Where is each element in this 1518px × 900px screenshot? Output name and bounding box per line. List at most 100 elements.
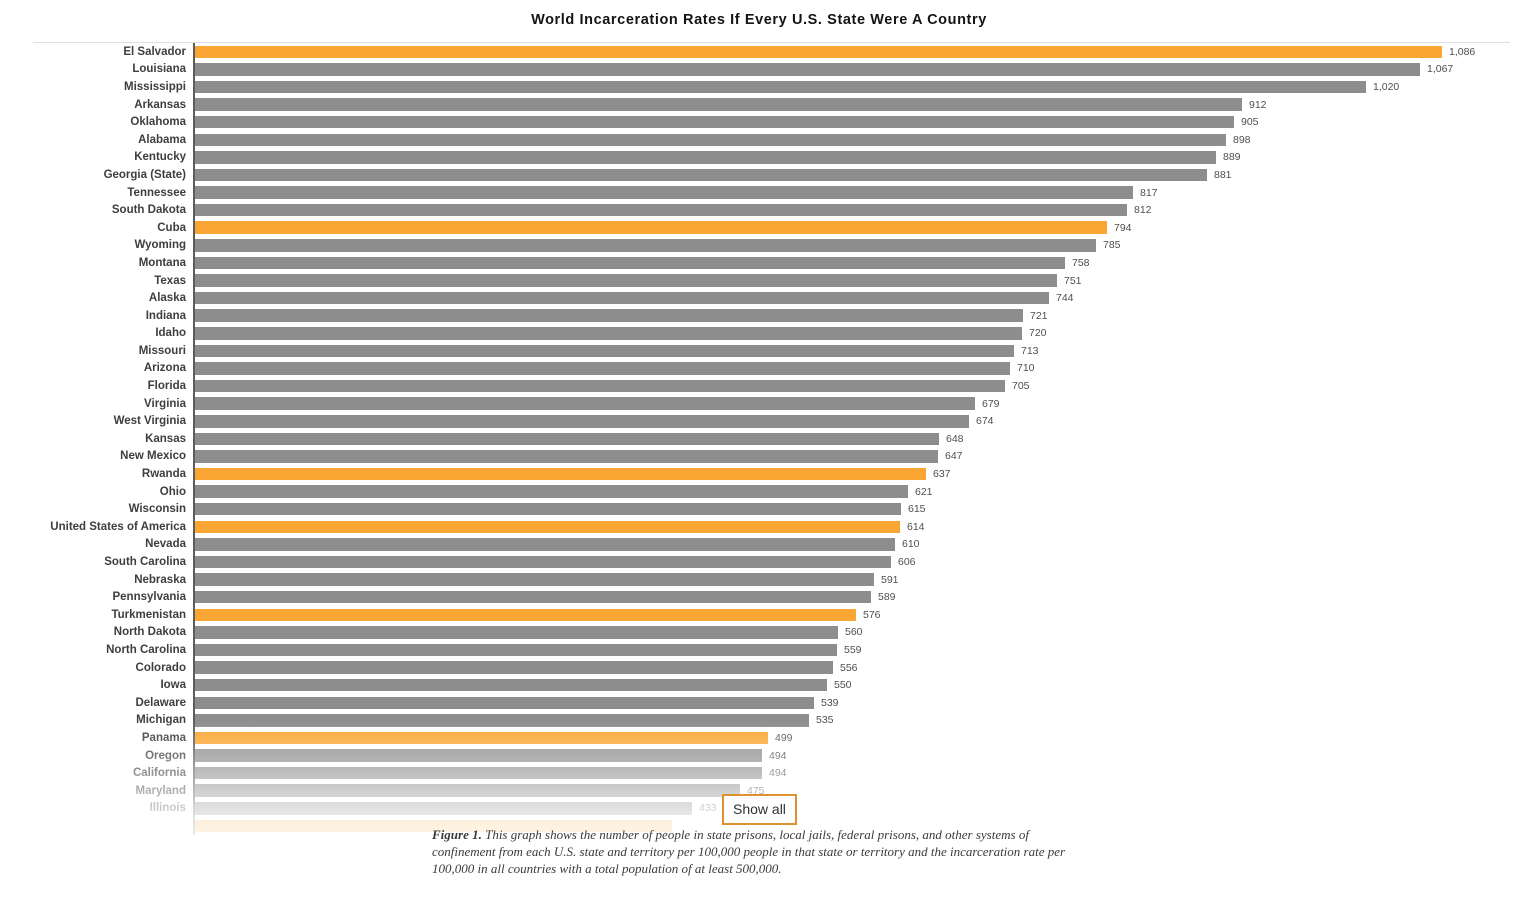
bar-row: Georgia (State) 881 [33,166,1510,184]
bar[interactable] [195,467,926,481]
bar[interactable] [195,63,1420,76]
bar[interactable] [195,98,1242,111]
bar-value-label: 647 [945,450,963,463]
bar[interactable] [195,555,891,569]
bar-row: Ohio 621 [33,483,1510,501]
bar[interactable] [195,327,1022,340]
row-label: Texas [154,274,186,287]
bar[interactable] [195,45,1442,59]
bar[interactable] [195,450,938,463]
bar-row: Turkmenistan 576 [33,606,1510,624]
bar-value-label: 751 [1064,274,1082,287]
bar[interactable] [195,731,768,745]
bar[interactable] [195,766,762,780]
bar-row: Michigan 535 [33,712,1510,730]
bar[interactable] [195,590,871,604]
bar-row: West Virginia 674 [33,412,1510,430]
bar[interactable] [195,573,874,586]
bar-row: New Mexico 647 [33,448,1510,466]
row-label: Pennsylvania [112,591,186,604]
row-label: El Salvador [123,45,186,58]
bar-value-label: 560 [845,626,863,639]
bar[interactable] [195,415,969,428]
bar-row: Panama 499 [33,729,1510,747]
bar-row: Alaska 744 [33,289,1510,307]
bar-value-label: 1,020 [1373,80,1400,93]
bar[interactable] [195,538,895,551]
bar[interactable] [195,168,1207,182]
y-axis-line [193,43,195,835]
chart-title: World Incarceration Rates If Every U.S. … [531,12,987,28]
bar-value-label: 674 [976,415,994,428]
bar-row: Mississippi 1,020 [33,78,1510,96]
bar[interactable] [195,678,827,692]
show-all-button[interactable]: Show all [722,794,797,825]
bar[interactable] [195,714,809,727]
bar[interactable] [195,239,1096,252]
bar[interactable] [195,291,1049,305]
bar[interactable] [195,643,837,657]
bar[interactable] [195,661,833,674]
bar-value-label: 494 [769,767,787,780]
bar-value-label: 817 [1140,186,1158,199]
bar[interactable] [195,696,814,710]
bar[interactable] [195,151,1216,164]
bar[interactable] [195,520,900,534]
bar-value-label: 637 [933,468,951,481]
bar[interactable] [195,115,1234,129]
row-label: Nevada [145,538,186,551]
bar[interactable] [195,626,838,639]
bar-row: North Carolina 559 [33,641,1510,659]
bar-row: Missouri 713 [33,342,1510,360]
bar[interactable] [195,221,1107,234]
bar[interactable] [195,397,975,410]
bar[interactable] [195,749,762,762]
bar[interactable] [195,608,856,622]
bar-value-label: 758 [1072,256,1090,269]
row-label: Ohio [159,485,186,498]
row-label: Oregon [145,749,186,762]
row-label: Georgia (State) [103,168,186,181]
bar[interactable] [195,256,1065,270]
bar[interactable] [195,802,692,815]
row-label: Maryland [135,784,187,797]
bar-chart: El Salvador 1,086 Louisiana 1,067 Missis… [31,42,1510,879]
bar-value-label: 614 [907,520,925,533]
bar-row: South Dakota 812 [33,201,1510,219]
row-label: South Carolina [104,556,186,569]
bar-value-label: 794 [1114,221,1132,234]
row-label: Oklahoma [130,116,186,129]
bar[interactable] [195,344,1014,358]
row-label: Montana [138,256,186,269]
row-label: North Dakota [113,626,186,639]
bar-value-label: 1,086 [1449,45,1476,58]
bar-value-label: 535 [816,714,834,727]
bar[interactable] [195,485,908,498]
bar[interactable] [195,186,1133,199]
bar[interactable] [195,133,1226,147]
bar-value-label: 615 [908,503,926,516]
bar-row: Virginia 679 [33,395,1510,413]
bar[interactable] [195,274,1057,287]
row-label: Wisconsin [128,503,186,516]
bar[interactable] [195,502,901,516]
bar[interactable] [195,362,1010,375]
bar-value-label: 576 [863,608,881,621]
bar[interactable] [195,784,740,797]
bar-row: Idaho 720 [33,325,1510,343]
bar-row: El Salvador 1,086 [33,43,1510,61]
figure-caption-text: This graph shows the number of people in… [432,827,1066,876]
bar[interactable] [195,432,939,446]
bar[interactable] [195,203,1127,217]
bar-value-label: 1,067 [1427,63,1454,76]
bar-row: Montana 758 [33,254,1510,272]
row-label: California [132,767,186,780]
bar[interactable] [195,379,1005,393]
bar[interactable] [195,80,1366,94]
bar-value-label: 710 [1017,362,1035,375]
bar-row: Wyoming 785 [33,237,1510,255]
bar[interactable] [195,309,1023,322]
row-label: Florida [147,380,186,393]
bar-row: North Dakota 560 [33,624,1510,642]
